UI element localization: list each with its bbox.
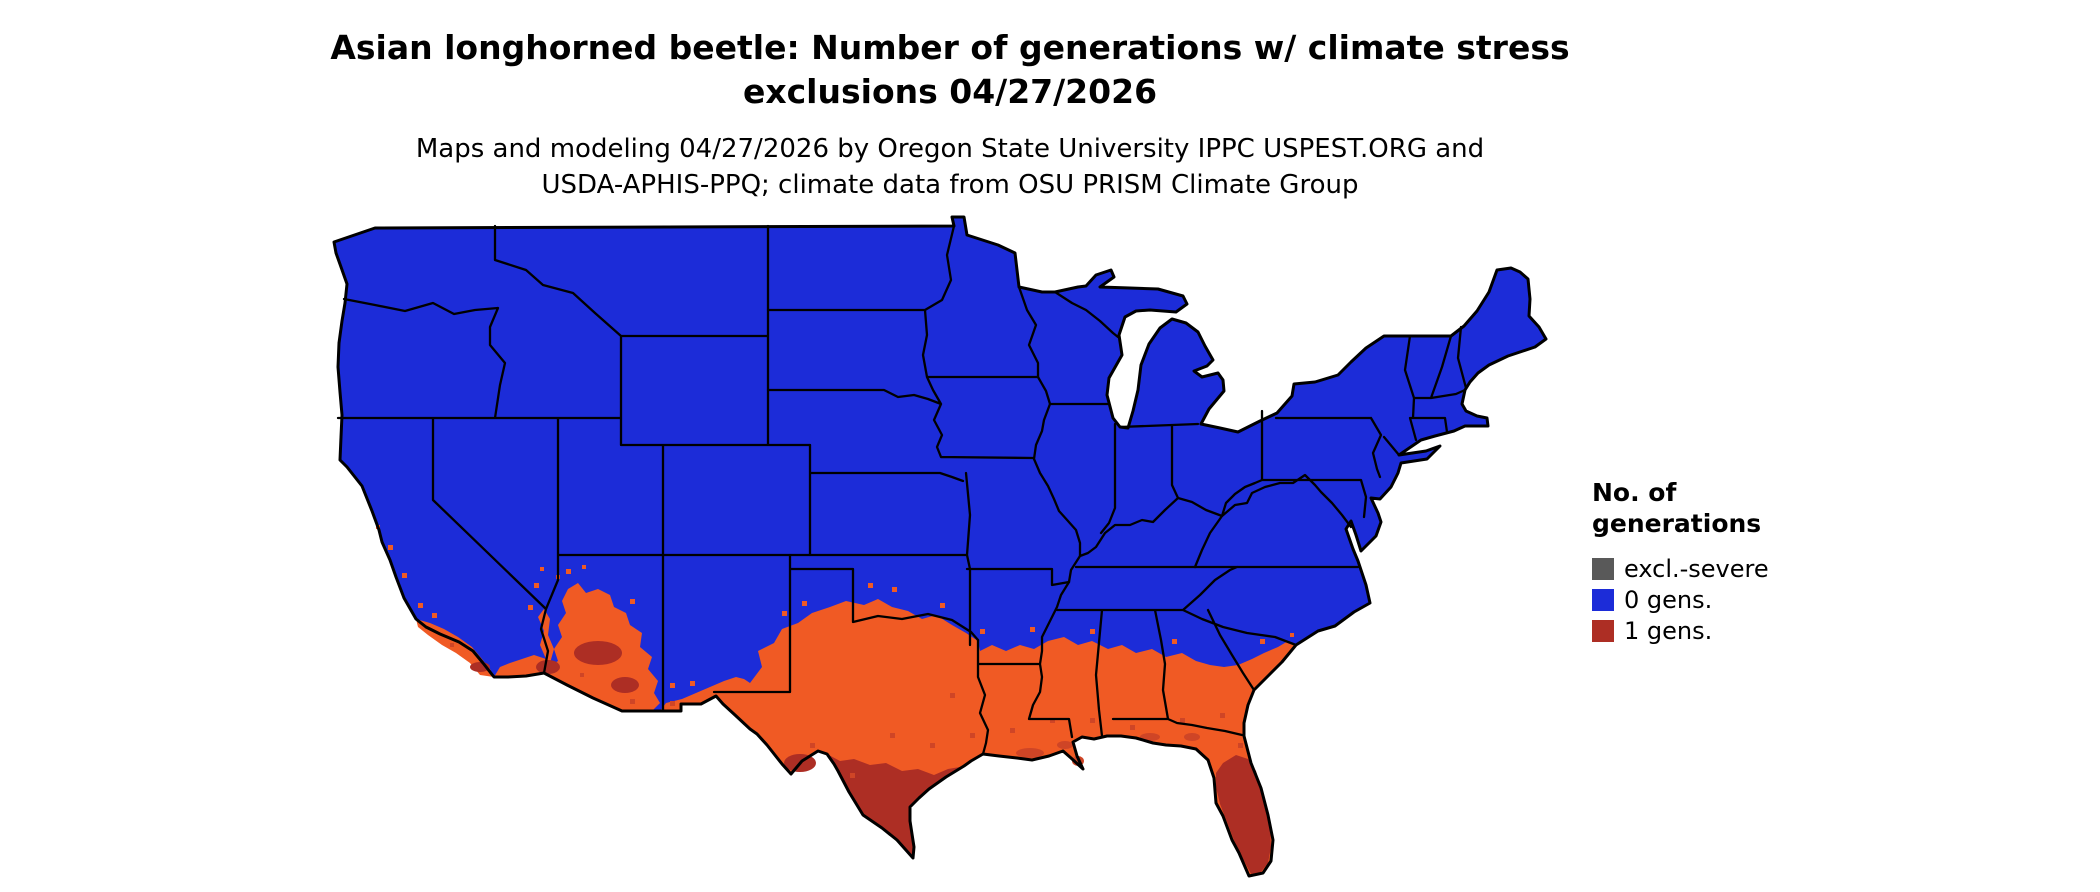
la-coast-red-spot-2 [1057,741,1073,749]
page-title-line2: exclusions 04/27/2026 [742,71,1158,111]
excl-severe-label: excl.-severe [1624,554,1769,583]
one-generation-zone [450,641,1271,886]
page-subtitle-line2: USDA-APHIS-PPQ; climate data from OSU PR… [541,170,1359,201]
zero-gens-swatch [1592,588,1614,611]
legend-item-zero-gens: 0 gens. [1592,584,1892,615]
state-borders-south [976,554,1360,756]
legend-item-excl-severe: excl.-severe [1592,553,1892,584]
phoenix-red-spot [574,641,622,665]
legend-title-line1: No. of [1592,478,1677,507]
one-gen-swatch [1592,619,1614,642]
socal-coast-orange [416,619,494,677]
excl-severe-swatch [1592,557,1614,580]
legend-item-one-gen: 1 gens. [1592,615,1892,646]
state-borders-midwest [1017,285,1224,558]
legend-items: excl.-severe 0 gens. 1 gens. [1592,553,1892,646]
yuma-red-spot [536,660,560,674]
page-subtitle-line1: Maps and modeling 04/27/2026 by Oregon S… [415,134,1485,165]
us-generations-map [330,215,1550,886]
tucson-red-spot [611,677,639,693]
zero-gens-label: 0 gens. [1624,585,1713,614]
south-band-orange [660,599,1296,876]
state-borders-east [1193,325,1468,569]
one-gen-label: 1 gens. [1624,616,1713,645]
state-borders-plains [712,224,1071,694]
florida-red-core [1216,755,1271,874]
legend-title-line2: generations [1592,508,1762,538]
page-title-line1: Asian longhorned beetle: Number of gener… [330,28,1570,67]
la-coast-red-spot-1 [1016,748,1044,758]
south-texas-red-core [827,754,964,858]
legend: No. of generations excl.-severe 0 gens. … [1592,478,1892,646]
us-map-svg [332,215,1548,886]
imperial-valley-orange [494,655,546,677]
page-subtitle: Maps and modeling 04/27/2026 by Oregon S… [0,131,1900,204]
state-borders-west [336,224,968,713]
page-header: Asian longhorned beetle: Number of gener… [0,26,1900,204]
state-borders [336,224,1468,756]
panhandle-coast-red-spot [1140,733,1160,741]
bigbend-fl-red-spot [1184,733,1200,741]
